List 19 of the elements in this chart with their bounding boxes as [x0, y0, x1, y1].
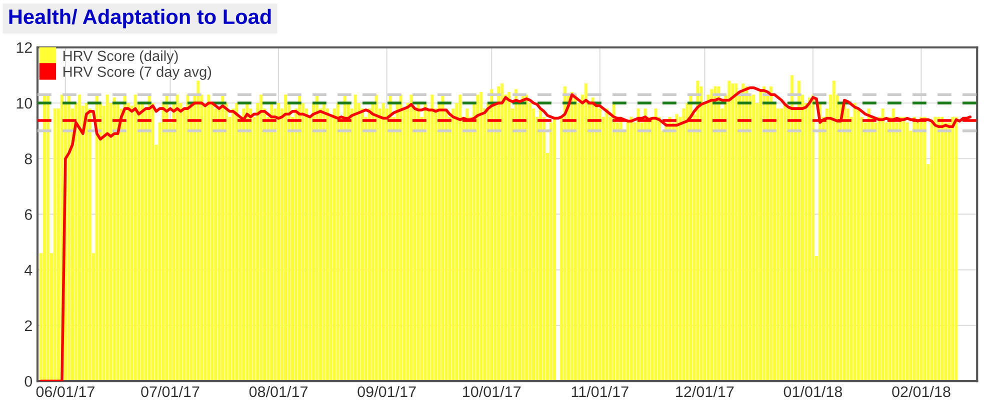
y-tick-label: 8: [24, 153, 32, 164]
chart-title: Health/ Adaptation to Load: [9, 8, 271, 28]
y-tick-label: 10: [16, 98, 32, 109]
x-tick-label: 09/01/17: [358, 386, 416, 398]
x-tick-label: 07/01/17: [141, 386, 200, 398]
x-tick-label: 06/01/17: [36, 386, 94, 398]
y-tick-label: 6: [24, 209, 32, 220]
y-tick-label: 12: [16, 42, 32, 53]
y-tick-label: 0: [24, 376, 32, 387]
x-tick-label: 08/01/17: [249, 386, 308, 398]
y-tick-label: 4: [24, 264, 32, 276]
x-tick-label: 01/01/18: [784, 386, 842, 398]
legend-label: HRV Score (daily): [63, 50, 178, 64]
legend-label: HRV Score (7 day avg): [63, 66, 212, 80]
x-tick-label: 11/01/17: [572, 386, 628, 398]
y-tick-label: 2: [24, 320, 32, 332]
x-tick-label: 02/01/18: [892, 386, 950, 398]
x-tick-label: 10/01/17: [463, 386, 521, 398]
x-tick-label: 12/01/17: [676, 386, 734, 398]
